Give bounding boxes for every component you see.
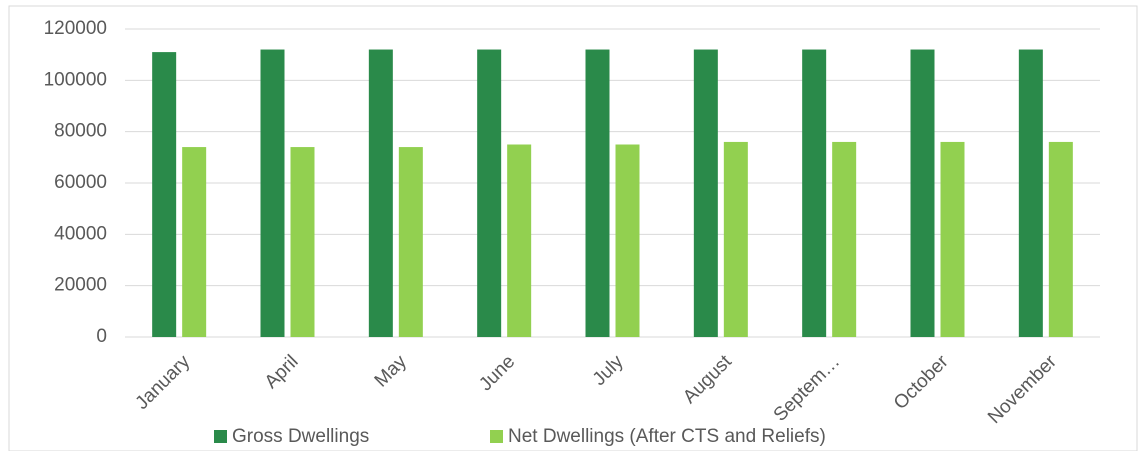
x-tick-label: August bbox=[679, 351, 736, 408]
legend-swatch bbox=[490, 430, 503, 443]
bar bbox=[477, 49, 502, 338]
x-tick-label: July bbox=[589, 351, 628, 390]
x-tick-label: April bbox=[261, 351, 303, 393]
y-tick-label: 100000 bbox=[44, 69, 107, 90]
y-tick-label: 80000 bbox=[54, 121, 107, 142]
bar bbox=[1048, 141, 1073, 337]
bar bbox=[832, 141, 857, 337]
x-tick-label: May bbox=[371, 351, 412, 392]
x-tick-label: November bbox=[984, 351, 1061, 428]
x-tick-label: January bbox=[132, 351, 195, 414]
bar bbox=[585, 49, 610, 338]
y-tick-label: 0 bbox=[96, 326, 107, 347]
bar bbox=[182, 147, 207, 337]
y-tick-label: 20000 bbox=[54, 275, 107, 296]
bar bbox=[1018, 49, 1043, 338]
chart-frame bbox=[8, 5, 1138, 451]
legend-label: Gross Dwellings bbox=[232, 426, 369, 447]
y-tick-label: 120000 bbox=[44, 18, 107, 39]
legend-swatch bbox=[214, 430, 227, 443]
legend-label: Net Dwellings (After CTS and Reliefs) bbox=[508, 426, 826, 447]
x-tick-label: October bbox=[890, 351, 953, 414]
y-tick-label: 60000 bbox=[54, 172, 107, 193]
bar bbox=[802, 49, 827, 338]
x-tick-label: June bbox=[475, 351, 519, 395]
bar bbox=[152, 52, 177, 337]
bar bbox=[910, 49, 935, 338]
bar bbox=[507, 144, 532, 337]
x-tick-label: Septem… bbox=[770, 351, 845, 426]
bar bbox=[723, 141, 748, 337]
bar bbox=[940, 141, 965, 337]
bar bbox=[693, 49, 718, 338]
bar bbox=[615, 144, 640, 337]
y-tick-label: 40000 bbox=[54, 223, 107, 244]
bar bbox=[398, 147, 423, 337]
bar bbox=[290, 147, 315, 337]
bar bbox=[260, 49, 285, 338]
bar bbox=[368, 49, 393, 338]
